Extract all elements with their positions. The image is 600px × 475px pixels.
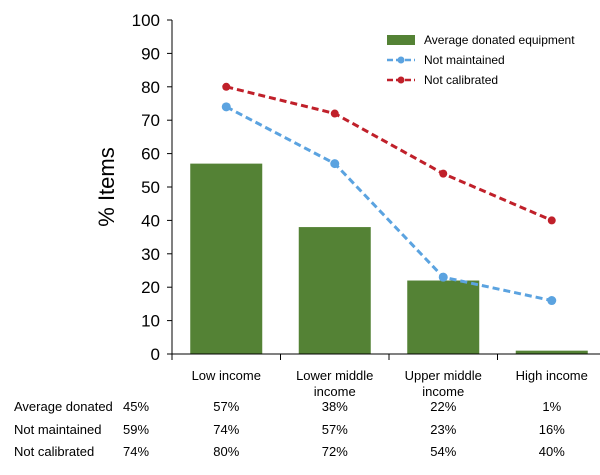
y-tick-label: 20 (141, 278, 160, 297)
y-tick-label: 50 (141, 178, 160, 197)
legend-label: Not maintained (424, 53, 505, 67)
x-tick-label: Low income (192, 368, 261, 383)
bar-3 (407, 280, 480, 354)
table-cell: 74% (213, 422, 239, 437)
table-cell: 1% (542, 399, 561, 414)
data-point (439, 169, 448, 178)
data-point (330, 159, 340, 169)
y-axis-title: % Items (94, 147, 119, 226)
y-tick-label: 0 (151, 345, 160, 364)
y-tick-label: 30 (141, 245, 160, 264)
table-cell: 38% (322, 399, 348, 414)
bar-2 (298, 227, 371, 354)
legend-label: Average donated equipment (424, 33, 575, 47)
data-point (547, 216, 556, 225)
bar-1 (190, 163, 263, 354)
table-row-label: Not calibrated (14, 444, 94, 459)
y-tick-label: 70 (141, 111, 160, 130)
x-tick-label-line: Lower middle (296, 368, 373, 383)
y-tick-label: 10 (141, 312, 160, 331)
bar-4 (515, 350, 588, 354)
table-cell: 22% (430, 399, 456, 414)
data-point (222, 82, 231, 91)
table-row-label: Not maintained (14, 422, 101, 437)
table-cell: 72% (322, 444, 348, 459)
y-tick-label: 100 (132, 11, 160, 30)
series-line-not-calibrated (225, 85, 553, 222)
table-cell: 54% (430, 444, 456, 459)
data-point (330, 109, 339, 118)
x-tick-label-line: High income (516, 368, 588, 383)
x-tick-label: Upper middle income (405, 368, 482, 399)
y-tick-label: 80 (141, 78, 160, 97)
data-point (547, 296, 557, 306)
table-overall-value: 59% (123, 422, 149, 437)
y-tick-label: 40 (141, 211, 160, 230)
bars-layer (190, 163, 588, 354)
legend-marker (397, 56, 405, 64)
y-tick-label: 90 (141, 44, 160, 63)
legend-swatch (387, 35, 415, 45)
legend-label: Not calibrated (424, 73, 498, 87)
axes-layer: 0 10 20 30 40 50 60 70 80 90 100 Low income Lower mi… (94, 11, 600, 399)
series-line-not-maintained (225, 105, 553, 303)
y-tick-label: 60 (141, 145, 160, 164)
x-tick-label: Lower middle income (296, 368, 373, 399)
data-point (438, 272, 448, 282)
table-cell: 16% (539, 422, 565, 437)
data-table: Average donated 45% 57% 38% 22% 1% Not maintai… (14, 399, 565, 459)
table-overall-value: 45% (123, 399, 149, 414)
x-tick-label-line: Low income (192, 368, 261, 383)
table-cell: 80% (213, 444, 239, 459)
table-row-label: Average donated (14, 399, 113, 414)
data-point (221, 102, 231, 112)
table-cell: 57% (322, 422, 348, 437)
x-tick-label: High income (516, 368, 588, 383)
x-tick-label-line: income (422, 384, 464, 399)
table-cell: 57% (213, 399, 239, 414)
table-cell: 40% (539, 444, 565, 459)
legend-marker (397, 76, 405, 84)
lines-layer (221, 82, 557, 306)
table-cell: 23% (430, 422, 456, 437)
legend: Average donated equipment Not maintained N… (387, 33, 575, 87)
table-overall-value: 74% (123, 444, 149, 459)
x-tick-label-line: Upper middle (405, 368, 482, 383)
x-tick-label-line: income (314, 384, 356, 399)
